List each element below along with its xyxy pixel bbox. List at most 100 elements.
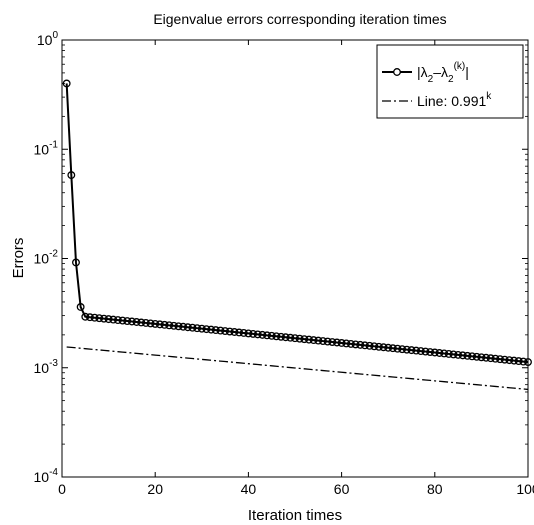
data-point: [314, 336, 323, 345]
x-tick-label: 40: [241, 481, 257, 497]
data-point: [351, 340, 360, 349]
data-point: [477, 353, 486, 362]
data-point: [458, 351, 467, 360]
data-point: [407, 346, 416, 355]
data-point: [286, 333, 295, 342]
data-point: [76, 303, 85, 311]
data-point: [398, 345, 407, 354]
data-point: [300, 335, 309, 344]
data-point: [332, 338, 341, 347]
data-point: [337, 339, 346, 347]
data-point: [188, 323, 197, 332]
data-point: [183, 323, 192, 332]
data-point: [281, 333, 290, 342]
data-point: [393, 344, 402, 353]
legend-label-error: |λ2–λ2(k)|: [417, 61, 469, 85]
x-tick-label: 0: [58, 481, 66, 497]
data-point: [412, 346, 421, 355]
data-point: [505, 356, 514, 365]
data-point: [81, 312, 90, 321]
data-point: [402, 345, 411, 354]
data-point: [421, 347, 430, 356]
data-point: [472, 352, 481, 361]
y-tick-label: 100: [37, 30, 59, 48]
data-point: [225, 327, 234, 336]
data-point: [388, 344, 397, 353]
data-point: [160, 320, 169, 329]
data-point: [169, 321, 178, 330]
data-point: [67, 171, 76, 180]
legend-marker-error: [393, 68, 401, 76]
y-tick-label: 10-2: [34, 249, 59, 267]
data-point: [165, 321, 174, 330]
data-point: [146, 319, 155, 328]
y-tick-label: 10-4: [34, 467, 59, 485]
data-point: [95, 314, 104, 323]
data-point: [104, 315, 113, 324]
data-point: [155, 320, 164, 329]
data-point: [113, 316, 122, 325]
data-point: [468, 352, 477, 361]
data-point: [202, 325, 211, 334]
data-point: [267, 331, 276, 340]
data-point: [370, 342, 379, 351]
data-point: [328, 338, 337, 346]
data-point: [510, 356, 518, 365]
data-point: [486, 354, 495, 363]
data-point: [519, 357, 528, 366]
data-point: [216, 326, 225, 335]
data-point: [86, 313, 94, 322]
data-point: [291, 334, 299, 343]
data-point: [137, 318, 146, 327]
data-point: [379, 343, 388, 352]
data-point: [123, 317, 132, 325]
data-point: [197, 324, 206, 333]
data-point: [384, 343, 393, 352]
data-point: [109, 315, 118, 324]
data-point: [374, 342, 383, 351]
data-point: [500, 355, 509, 364]
data-point: [346, 339, 355, 348]
data-point: [305, 335, 313, 344]
data-point: [514, 357, 523, 366]
data-point: [239, 329, 248, 337]
data-point: [253, 330, 262, 339]
x-tick-label: 20: [147, 481, 163, 497]
data-point: [360, 341, 369, 350]
data-point: [482, 353, 491, 362]
data-point: [244, 329, 253, 338]
data-point: [127, 317, 136, 326]
data-point: [179, 322, 188, 331]
data-point: [72, 258, 80, 267]
data-point: [263, 331, 271, 340]
data-point: [309, 336, 318, 345]
data-point: [426, 348, 435, 356]
data-point: [449, 350, 458, 359]
data-point: [118, 316, 127, 325]
data-point: [444, 349, 453, 358]
data-point: [356, 340, 365, 349]
data-point: [90, 313, 99, 322]
data-point: [491, 354, 500, 363]
x-tick-label: 60: [334, 481, 350, 497]
data-point: [463, 351, 472, 360]
x-axis-label: Iteration times: [248, 507, 342, 524]
data-point: [141, 318, 150, 327]
legend-label-reference: Line: 0.991k: [417, 91, 492, 109]
data-point: [230, 328, 239, 336]
data-point: [496, 355, 504, 364]
data-point: [207, 325, 216, 334]
series-error-line: [65, 83, 529, 364]
data-point: [62, 79, 71, 88]
data-point: [132, 318, 141, 326]
data-point: [249, 329, 258, 338]
data-point: [342, 339, 351, 348]
data-point: [258, 330, 267, 339]
data-point: [272, 332, 281, 341]
data-point: [277, 332, 285, 341]
y-tick-label: 10-1: [34, 139, 59, 157]
x-tick-label: 100: [516, 481, 534, 497]
data-point: [221, 327, 230, 335]
legend-box: [376, 44, 524, 119]
